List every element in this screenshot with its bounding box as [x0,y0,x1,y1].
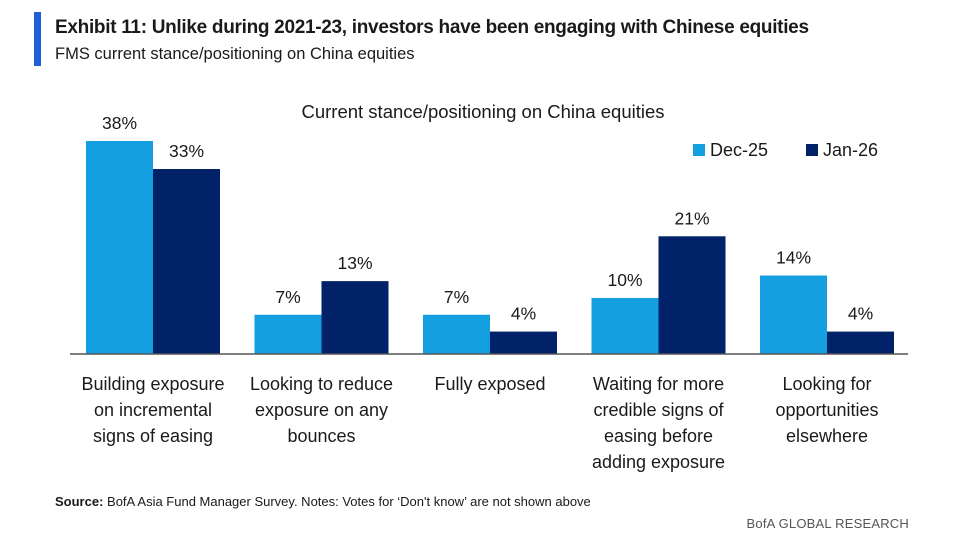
category-label-4-line-4: adding exposure [592,452,725,472]
exhibit-title: Exhibit 11: Unlike during 2021-23, inves… [55,17,809,38]
legend-swatch-dec-25 [693,144,705,156]
source-note: Source: BofA Asia Fund Manager Survey. N… [55,494,591,509]
category-label-2-line-3: bounces [287,426,355,446]
legend-label-jan-26: Jan-26 [823,140,878,160]
value-label-dec-25-2: 7% [275,287,300,307]
category-label-2-line-2: exposure on any [255,400,388,420]
bar-jan-26-3 [490,331,557,354]
category-label-5-line-3: elsewhere [786,426,868,446]
source-label: Source: [55,494,104,509]
value-label-dec-25-3: 7% [444,287,469,307]
value-label-dec-25-4: 10% [607,270,642,290]
legend-label-dec-25: Dec-25 [710,140,768,160]
category-label-4-line-3: easing before [604,426,713,446]
value-labels-group: 38% 33% 7% 13% 7% 4% 10% 21% 14% 4% [102,113,873,324]
bar-dec-25-1 [86,141,153,354]
value-label-jan-26-2: 13% [337,253,372,273]
category-label-4-line-1: Waiting for more [593,374,724,394]
bars-group [86,141,894,354]
chart-title: Current stance/positioning on China equi… [301,101,664,122]
category-label-1-line-1: Building exposure [81,374,224,394]
legend-swatch-jan-26 [806,144,818,156]
category-label-5-line-2: opportunities [775,400,878,420]
category-label-1-line-2: on incremental [94,400,212,420]
exhibit-subtitle: FMS current stance/positioning on China … [55,45,415,63]
value-label-dec-25-1: 38% [102,113,137,133]
category-label-4-line-2: credible signs of [593,400,724,420]
bar-jan-26-2 [321,281,389,354]
bar-jan-26-4 [658,236,726,354]
bar-dec-25-4 [591,297,659,354]
brand-footer: BofA GLOBAL RESEARCH [746,516,909,531]
bar-jan-26-5 [827,331,894,354]
category-labels-group: Building exposure on incremental signs of … [81,374,878,472]
legend: Dec-25 Jan-26 [693,140,878,160]
bar-dec-25-5 [760,275,827,354]
value-label-jan-26-4: 21% [674,208,709,228]
bar-dec-25-3 [423,314,490,354]
value-label-jan-26-5: 4% [848,304,873,324]
value-label-jan-26-1: 33% [169,141,204,161]
bar-jan-26-1 [153,169,220,354]
value-label-dec-25-5: 14% [776,248,811,268]
category-label-3-line-1: Fully exposed [434,374,545,394]
category-label-1-line-3: signs of easing [93,426,213,446]
source-text: BofA Asia Fund Manager Survey. Notes: Vo… [107,494,591,509]
title-accent-bar [34,12,41,66]
category-label-5-line-1: Looking for [782,374,871,394]
value-label-jan-26-3: 4% [511,304,536,324]
category-label-2-line-1: Looking to reduce [250,374,393,394]
bar-dec-25-2 [254,314,322,354]
